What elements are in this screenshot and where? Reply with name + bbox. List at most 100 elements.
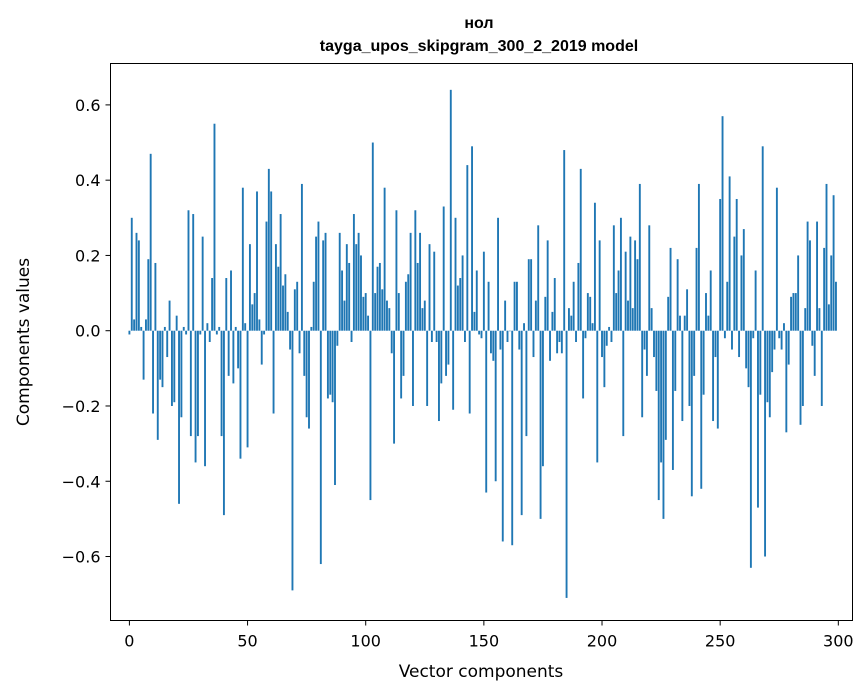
bar-206 — [615, 293, 618, 331]
bar-181 — [556, 330, 559, 354]
y-tick-label-4: 0.2 — [75, 246, 100, 265]
bar-38 — [218, 326, 221, 331]
x-tick-label-300: 300 — [823, 632, 854, 651]
bar-101 — [367, 315, 370, 331]
bar-221 — [650, 308, 653, 331]
bar-229 — [669, 247, 672, 331]
bar-40 — [222, 330, 225, 516]
bar-140 — [459, 278, 462, 331]
bar-112 — [393, 330, 396, 444]
bar-125 — [423, 300, 426, 331]
plot-frame — [110, 63, 853, 621]
bar-173 — [537, 225, 540, 331]
bar-116 — [402, 330, 405, 376]
bar-169 — [527, 259, 530, 331]
bar-155 — [494, 330, 497, 482]
bar-122 — [416, 262, 419, 331]
bar-259 — [740, 255, 743, 331]
bar-153 — [490, 330, 492, 354]
bar-225 — [660, 330, 663, 463]
bar-35 — [211, 278, 214, 331]
bar-113 — [395, 210, 398, 331]
bar-299 — [835, 281, 837, 331]
bar-55 — [258, 319, 261, 331]
bar-291 — [816, 221, 818, 331]
y-tick-label-0: −0.6 — [62, 548, 101, 567]
bar-114 — [397, 293, 400, 331]
x-axis-ticks: 0 50 100 150 200 250 300 — [124, 620, 854, 651]
bar-211 — [627, 300, 629, 331]
x-tick-label-0: 0 — [124, 632, 134, 651]
bar-277 — [783, 323, 785, 331]
bar-199 — [598, 240, 601, 331]
bar-217 — [641, 330, 644, 418]
bar-118 — [407, 274, 410, 331]
bar-117 — [404, 281, 407, 331]
bar-174 — [539, 330, 542, 519]
bar-176 — [544, 296, 547, 331]
bar-92 — [345, 244, 348, 331]
bar-28 — [194, 330, 197, 463]
bar-208 — [619, 217, 622, 331]
bar-139 — [456, 285, 459, 331]
bar-170 — [530, 259, 533, 331]
bar-134 — [445, 330, 447, 376]
bar-292 — [818, 308, 821, 331]
bar-13 — [159, 330, 162, 380]
bar-240 — [695, 247, 698, 331]
bar-64 — [279, 214, 282, 331]
bar-186 — [567, 308, 570, 331]
bar-264 — [752, 330, 755, 339]
bar-141 — [461, 255, 464, 331]
bar-243 — [702, 330, 705, 395]
bar-220 — [648, 225, 651, 331]
bar-67 — [286, 311, 289, 331]
bar-258 — [738, 330, 741, 358]
bar-212 — [629, 236, 632, 331]
bar-72 — [298, 330, 301, 354]
bar-278 — [785, 330, 788, 433]
bar-128 — [430, 330, 433, 342]
bar-190 — [577, 262, 580, 331]
bar-215 — [636, 259, 639, 331]
bar-159 — [504, 300, 507, 331]
bar-214 — [634, 240, 637, 331]
bar-274 — [775, 187, 778, 331]
bar-20 — [175, 315, 178, 331]
bar-222 — [653, 330, 655, 358]
bar-115 — [400, 330, 403, 399]
bar-63 — [277, 266, 280, 331]
bar-58 — [265, 221, 268, 331]
bar-256 — [733, 236, 736, 331]
bar-43 — [230, 270, 232, 331]
bar-5 — [140, 326, 143, 331]
bar-269 — [764, 330, 767, 557]
bar-187 — [570, 315, 573, 331]
bar-91 — [343, 300, 346, 331]
bar-177 — [546, 240, 549, 331]
x-tick-label-100: 100 — [350, 632, 381, 651]
bar-136 — [449, 89, 452, 331]
bar-105 — [376, 266, 379, 331]
bar-230 — [671, 330, 674, 470]
x-tick-label-150: 150 — [469, 632, 500, 651]
bar-74 — [303, 330, 306, 376]
bar-31 — [201, 236, 204, 331]
bar-284 — [799, 330, 802, 425]
bar-54 — [256, 191, 258, 331]
bar-62 — [274, 244, 277, 331]
bar-152 — [487, 281, 490, 331]
bar-49 — [244, 323, 247, 331]
bar-232 — [676, 259, 679, 331]
bar-73 — [300, 183, 303, 331]
bar-280 — [790, 296, 793, 331]
bar-281 — [792, 293, 795, 331]
bar-209 — [622, 330, 625, 437]
bar-81 — [319, 330, 322, 565]
bar-98 — [360, 255, 362, 331]
bar-108 — [383, 187, 386, 331]
bar-9 — [149, 153, 152, 331]
bar-10 — [152, 330, 154, 414]
bar-273 — [773, 330, 776, 350]
